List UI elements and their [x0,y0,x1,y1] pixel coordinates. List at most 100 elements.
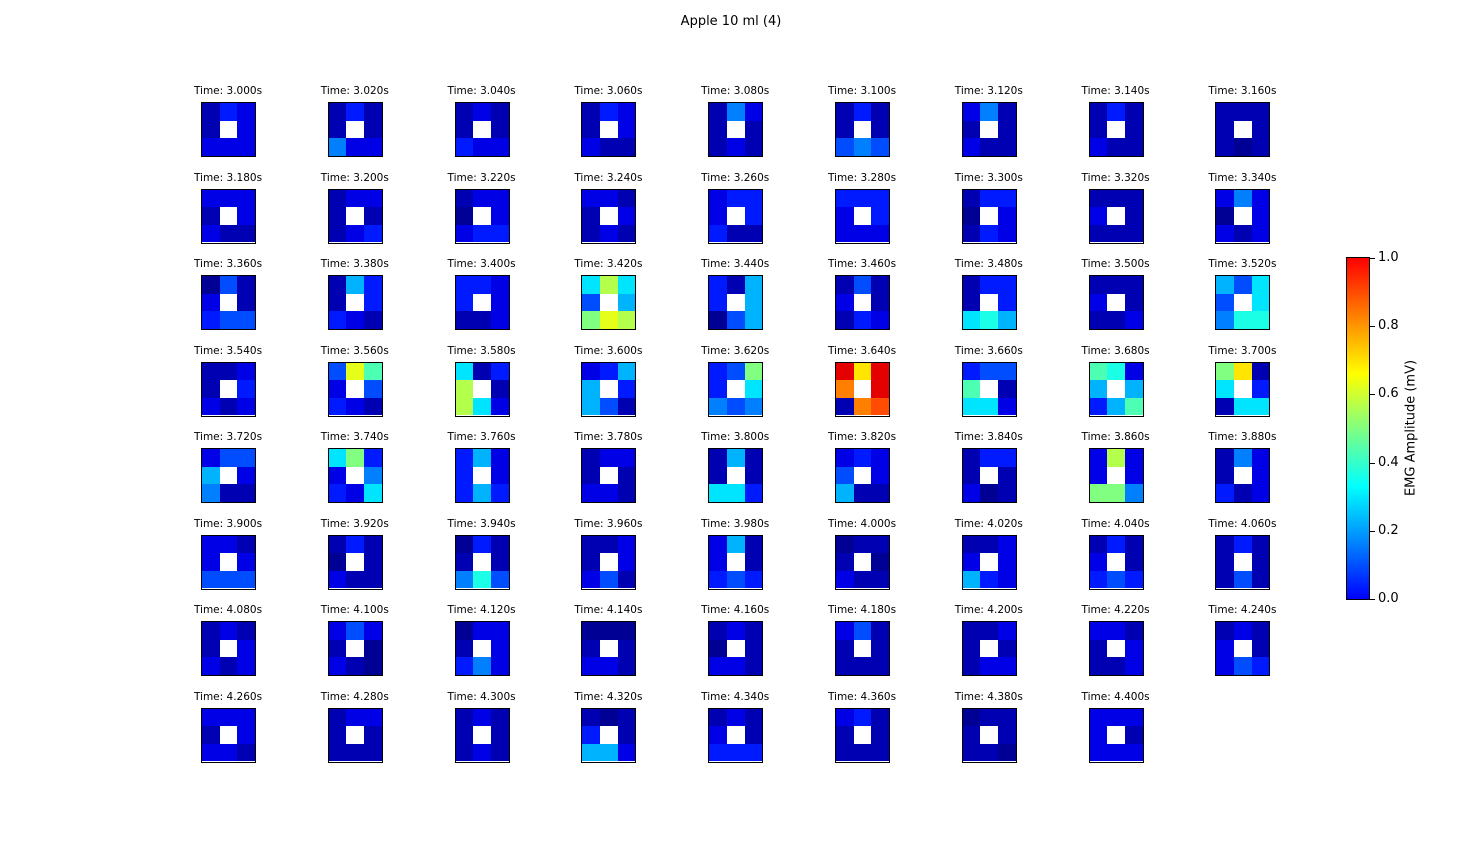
heatmap-cell-empty [219,293,238,312]
heatmap-cell-empty [1234,380,1252,398]
heatmap-cell [237,708,255,727]
heatmap-cell [853,570,872,589]
heatmap-cell [980,276,999,294]
heatmap-cell [455,622,474,640]
heatmap-cell [853,743,872,762]
heatmap-panel: Time: 4.360s [802,691,922,771]
heatmap-cell [1216,657,1235,675]
panel-time-label: Time: 3.680s [1081,344,1150,357]
heatmap-cell [473,103,491,121]
heatmap-cell-empty [600,466,618,485]
heatmap-cell [617,397,636,416]
heatmap-cell [998,138,1016,156]
heatmap-grid [1088,707,1144,763]
heatmap-cell [1234,449,1252,467]
heatmap-cell [455,362,474,381]
heatmap-cell [473,570,491,589]
heatmap-grid [961,448,1017,503]
heatmap-grid [454,534,510,590]
heatmap-cell [328,293,347,312]
heatmap-cell [202,535,220,554]
heatmap-cell-empty [1107,120,1125,139]
heatmap-grid [201,102,256,157]
heatmap-panel: Time: 3.180s [168,172,288,252]
heatmap-panel: Time: 4.060s [1182,518,1302,598]
heatmap-cell [237,639,255,658]
panel-time-label: Time: 4.080s [193,604,263,616]
heatmap-cell [617,657,636,675]
colorbar-label: EMG Amplitude (mV) [1403,359,1419,497]
panel-time-label: Time: 3.720s [193,431,263,443]
panel-time-label: Time: 3.200s [320,171,389,184]
heatmap-cell [346,311,365,329]
heatmap-cell-empty [1234,466,1252,485]
heatmap-cell [1089,708,1108,727]
panel-time-label: Time: 4.340s [701,690,770,703]
heatmap-cell [853,449,872,467]
heatmap-cell [202,570,220,589]
heatmap-cell [473,535,491,554]
heatmap-cell [744,449,763,467]
heatmap-cell [871,639,889,658]
heatmap-cell [1107,535,1125,554]
heatmap-cell [1251,293,1270,312]
heatmap-cell [744,622,763,640]
colorbar-tick [1370,258,1375,259]
heatmap-cell-empty [473,639,491,658]
heatmap-grid [1088,448,1144,503]
heatmap-panel: Time: 3.520s [1182,258,1302,338]
heatmap-cell [364,276,382,294]
heatmap-panel: Time: 3.640s [802,345,922,425]
heatmap-cell [836,103,854,121]
heatmap-cell [328,380,347,398]
heatmap-cell [237,743,255,762]
heatmap-cell [998,449,1016,467]
heatmap-cell [1124,362,1143,381]
heatmap-cell [219,276,238,294]
heatmap-panel: Time: 3.160s [1182,85,1302,165]
heatmap-cell [836,726,854,744]
heatmap-panel: Time: 3.800s [675,431,795,511]
heatmap-cell [473,622,491,640]
heatmap-cell [1089,553,1108,571]
heatmap-cell [237,553,255,571]
heatmap-cell [726,276,745,294]
heatmap-cell-empty [219,207,238,225]
heatmap-cell [617,138,636,156]
heatmap-cell [473,362,491,381]
heatmap-cell [490,189,509,208]
heatmap-cell [237,138,255,156]
heatmap-cell [1216,570,1235,589]
heatmap-cell [1216,293,1235,312]
heatmap-grid [201,621,256,676]
panel-time-label: Time: 3.000s [193,85,263,97]
heatmap-grid [201,448,256,503]
heatmap-panel: Time: 3.380s [295,258,415,338]
heatmap-cell [871,207,889,225]
heatmap-panel: Time: 3.680s [1056,345,1176,425]
heatmap-cell [1124,639,1143,658]
heatmap-cell [709,103,727,121]
heatmap-cell [998,622,1016,640]
heatmap-cell [617,570,636,589]
heatmap-cell [744,120,763,139]
heatmap-cell [1216,311,1235,329]
panel-time-label: Time: 3.640s [827,344,897,357]
heatmap-cell [1251,535,1270,554]
heatmap-cell-empty [853,553,872,571]
heatmap-cell [473,224,491,243]
heatmap-cell [871,622,889,640]
heatmap-cell [1124,535,1143,554]
heatmap-cell [1089,657,1108,675]
heatmap-cell [1216,138,1235,156]
heatmap-cell [346,276,365,294]
panel-time-label: Time: 3.060s [574,85,643,97]
heatmap-cell [998,224,1016,243]
heatmap-cell [455,103,474,121]
heatmap-cell [617,276,636,294]
heatmap-cell [473,484,491,502]
heatmap-cell [582,639,601,658]
heatmap-cell [346,103,365,121]
heatmap-cell [237,311,255,329]
heatmap-cell [962,553,981,571]
